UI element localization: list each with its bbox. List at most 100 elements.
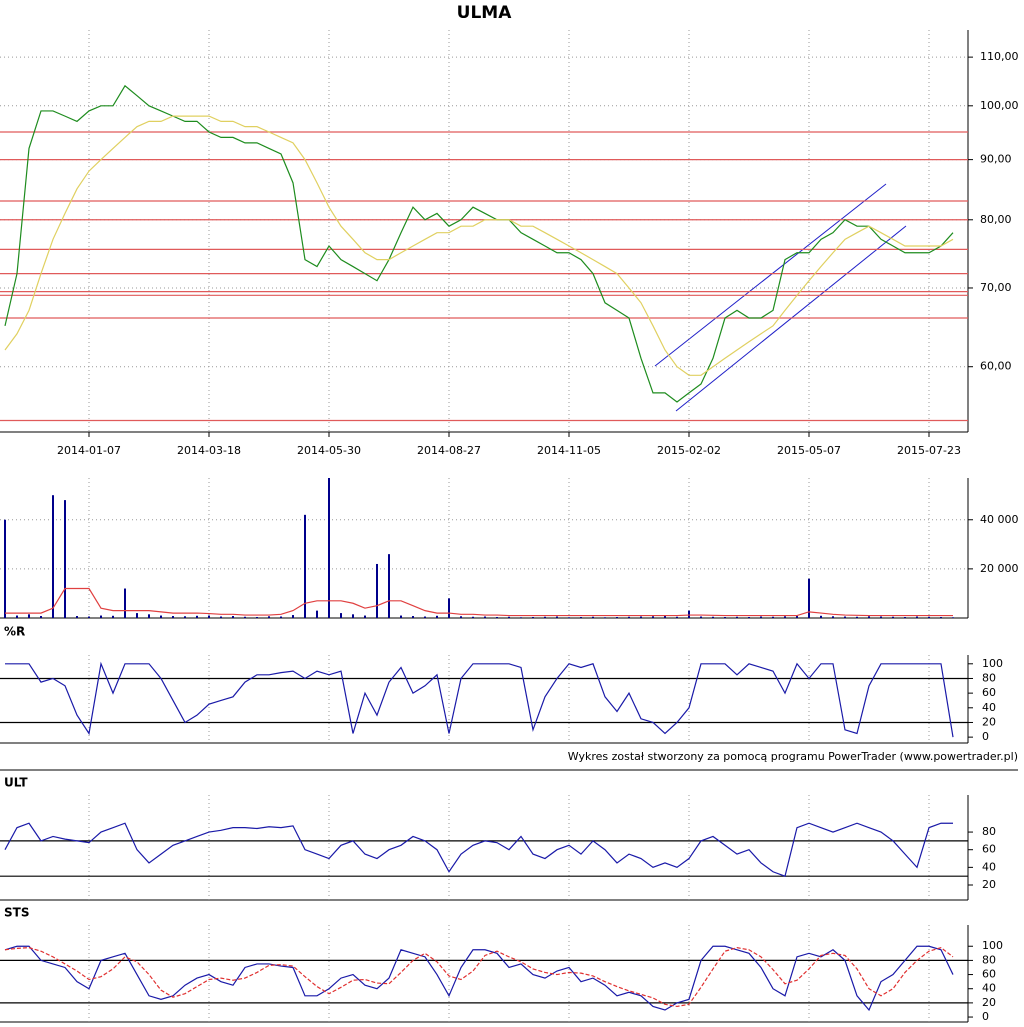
- volume-bar: [76, 616, 78, 618]
- volume-bar: [616, 617, 618, 618]
- volume-bar: [496, 617, 498, 618]
- y-tick-label: 60: [982, 686, 996, 699]
- volume-bar: [772, 616, 774, 618]
- volume-bar: [688, 610, 690, 618]
- y-tick-label: 80: [982, 825, 996, 838]
- volume-bar: [868, 616, 870, 618]
- volume-bar: [592, 616, 594, 618]
- series-line: [4, 945, 954, 1012]
- x-tick-label: 2014-03-18: [177, 444, 241, 457]
- volume-bar: [16, 615, 18, 618]
- volume-bar: [460, 616, 462, 618]
- volume-bar: [100, 615, 102, 618]
- volume-bar: [412, 616, 414, 618]
- volume-bar: [832, 616, 834, 618]
- series-line: [4, 946, 954, 1008]
- volume-bar: [328, 478, 330, 618]
- volume-bar: [268, 616, 270, 618]
- x-tick-label: 2014-01-07: [57, 444, 121, 457]
- volume-bar: [676, 616, 678, 618]
- volume-bar: [760, 616, 762, 618]
- volume-bar: [580, 617, 582, 618]
- volume-bar: [712, 616, 714, 618]
- y-tick-label: 20: [982, 878, 996, 891]
- volume-bar: [820, 615, 822, 618]
- y-tick-label: 80: [982, 671, 996, 684]
- panel-title: ULT: [4, 776, 28, 790]
- volume-bar: [664, 616, 666, 618]
- volume-bar: [292, 615, 294, 618]
- volume-bar: [232, 616, 234, 618]
- series-line: [5, 587, 953, 617]
- volume-bar: [532, 617, 534, 618]
- series-line: [4, 822, 953, 877]
- volume-bar: [652, 616, 654, 618]
- volume-bar: [556, 616, 558, 618]
- volume-bar: [244, 616, 246, 618]
- y-tick-label: 100,00: [980, 99, 1019, 112]
- volume-bar: [892, 616, 894, 618]
- y-tick-label: 40: [982, 982, 996, 995]
- volume-bar: [952, 617, 954, 618]
- volume-bar: [844, 616, 846, 618]
- y-tick-label: 100: [982, 939, 1003, 952]
- volume-bar: [568, 617, 570, 618]
- volume-bar: [880, 616, 882, 618]
- y-tick-label: 90,00: [980, 153, 1012, 166]
- volume-bar: [352, 614, 354, 618]
- volume-bar: [904, 617, 906, 618]
- volume-bar: [136, 613, 138, 618]
- volume-bar: [4, 519, 6, 618]
- series-line: [4, 115, 954, 376]
- volume-bar: [28, 614, 30, 618]
- volume-bar: [916, 616, 918, 618]
- volume-bar: [472, 616, 474, 618]
- volume-bar: [940, 617, 942, 618]
- y-tick-label: 20: [982, 715, 996, 728]
- volume-bar: [52, 495, 54, 618]
- volume-bar: [148, 614, 150, 618]
- y-tick-label: 80,00: [980, 213, 1012, 226]
- y-tick-label: 40: [982, 701, 996, 714]
- volume-bar: [796, 616, 798, 618]
- y-tick-label: 110,00: [980, 50, 1019, 63]
- y-tick-label: 20 000: [980, 562, 1019, 575]
- volume-bar: [784, 616, 786, 618]
- series-line: [4, 84, 954, 403]
- y-tick-label: 70,00: [980, 281, 1012, 294]
- volume-bar: [388, 554, 390, 618]
- volume-bar: [640, 616, 642, 618]
- footer-note: Wykres został stworzony za pomocą progra…: [568, 750, 1018, 763]
- x-tick-label: 2015-07-23: [897, 444, 961, 457]
- y-tick-label: 100: [982, 657, 1003, 670]
- series-line: [5, 661, 954, 738]
- volume-bar: [736, 616, 738, 618]
- volume-bar: [280, 616, 282, 618]
- y-tick-label: 60,00: [980, 360, 1012, 373]
- volume-bar: [604, 617, 606, 618]
- volume-bar: [628, 616, 630, 618]
- y-tick-label: 20: [982, 996, 996, 1009]
- panel-title: %R: [4, 625, 25, 639]
- volume-bar: [400, 615, 402, 618]
- y-tick-label: 40: [982, 860, 996, 873]
- x-tick-label: 2014-08-27: [417, 444, 481, 457]
- x-tick-label: 2014-05-30: [297, 444, 361, 457]
- volume-bar: [700, 616, 702, 618]
- y-tick-label: 60: [982, 843, 996, 856]
- volume-bar: [544, 616, 546, 618]
- volume-bar: [424, 616, 426, 618]
- volume-bar: [208, 615, 210, 618]
- trend-channel: [654, 183, 887, 367]
- y-tick-label: 0: [982, 730, 989, 743]
- volume-bar: [124, 588, 126, 618]
- y-tick-label: 40 000: [980, 513, 1019, 526]
- y-tick-label: 0: [982, 1010, 989, 1023]
- volume-bar: [748, 617, 750, 618]
- volume-bar: [184, 616, 186, 618]
- volume-bar: [196, 615, 198, 618]
- volume-bar: [172, 616, 174, 618]
- x-tick-label: 2015-05-07: [777, 444, 841, 457]
- chart-title: ULMA: [457, 3, 513, 23]
- volume-bar: [448, 598, 450, 618]
